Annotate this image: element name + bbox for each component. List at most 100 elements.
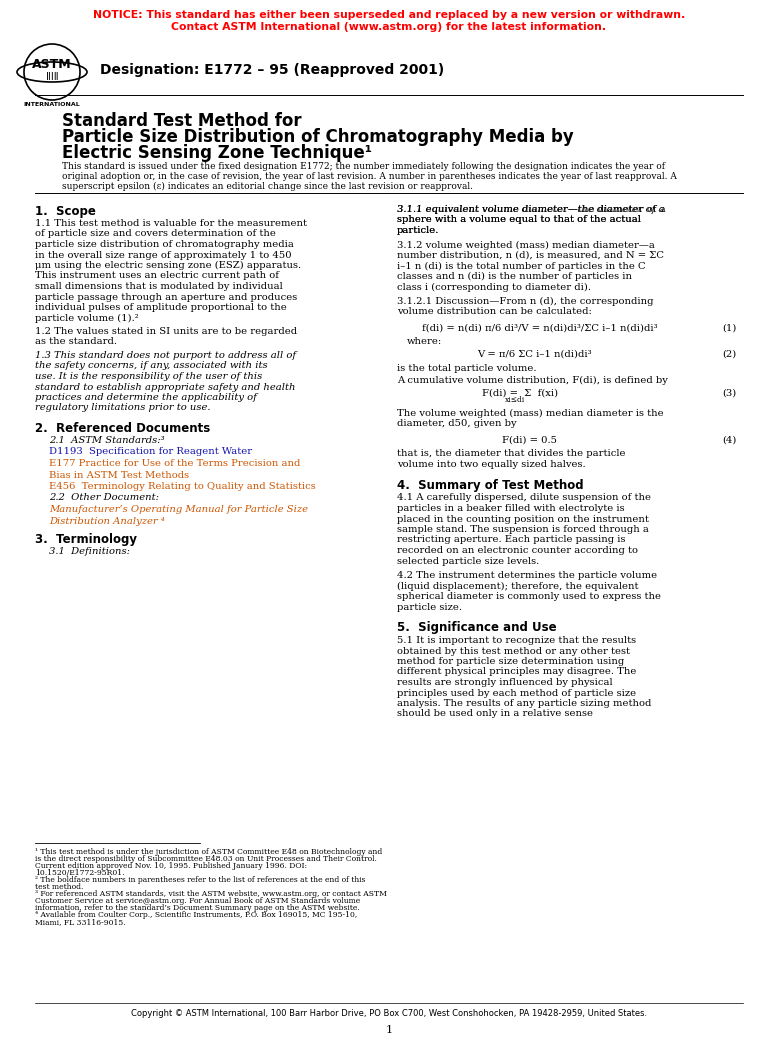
Text: xi≤di: xi≤di bbox=[505, 397, 525, 405]
Text: volume into two equally sized halves.: volume into two equally sized halves. bbox=[397, 460, 586, 469]
Text: should be used only in a relative sense: should be used only in a relative sense bbox=[397, 710, 593, 718]
Text: ³ For referenced ASTM standards, visit the ASTM website, www.astm.org, or contac: ³ For referenced ASTM standards, visit t… bbox=[35, 890, 387, 898]
Text: Electric Sensing Zone Technique¹: Electric Sensing Zone Technique¹ bbox=[62, 144, 372, 162]
Text: Miami, FL 33116-9015.: Miami, FL 33116-9015. bbox=[35, 918, 125, 926]
Text: V = π/6 ΣC i–1 n(di)di³: V = π/6 ΣC i–1 n(di)di³ bbox=[477, 350, 591, 359]
Text: regulatory limitations prior to use.: regulatory limitations prior to use. bbox=[35, 404, 211, 412]
Text: 1: 1 bbox=[385, 1025, 393, 1035]
Text: 3.1.2.1 Discussion—From n (d), the corresponding: 3.1.2.1 Discussion—From n (d), the corre… bbox=[397, 297, 654, 306]
Text: E456  Terminology Relating to Quality and Statistics: E456 Terminology Relating to Quality and… bbox=[49, 482, 316, 491]
Text: Manufacturer’s Operating Manual for Particle Size: Manufacturer’s Operating Manual for Part… bbox=[49, 505, 308, 514]
Text: original adoption or, in the case of revision, the year of last revision. A numb: original adoption or, in the case of rev… bbox=[62, 172, 677, 181]
Text: where:: where: bbox=[407, 337, 442, 346]
Text: class i (corresponding to diameter di).: class i (corresponding to diameter di). bbox=[397, 282, 591, 291]
Text: sphere with a volume equal to that of the actual: sphere with a volume equal to that of th… bbox=[397, 215, 641, 225]
Text: test method.: test method. bbox=[35, 883, 83, 891]
Text: Customer Service at service@astm.org. For Annual Book of ASTM Standards volume: Customer Service at service@astm.org. Fo… bbox=[35, 897, 360, 905]
Text: Designation: E1772 – 95 (Reapproved 2001): Designation: E1772 – 95 (Reapproved 2001… bbox=[100, 64, 444, 77]
Text: F(di) = 0.5: F(di) = 0.5 bbox=[502, 435, 557, 445]
Text: as the standard.: as the standard. bbox=[35, 337, 117, 347]
Text: (2): (2) bbox=[722, 350, 736, 359]
Text: standard to establish appropriate safety and health: standard to establish appropriate safety… bbox=[35, 382, 296, 391]
Text: 3.1.2 volume weighted (mass) median diameter—a: 3.1.2 volume weighted (mass) median diam… bbox=[397, 240, 655, 250]
Text: 4.  Summary of Test Method: 4. Summary of Test Method bbox=[397, 479, 584, 491]
Text: is the total particle volume.: is the total particle volume. bbox=[397, 364, 537, 373]
Text: particle size distribution of chromatography media: particle size distribution of chromatogr… bbox=[35, 240, 294, 249]
Text: 2.2  Other Document:: 2.2 Other Document: bbox=[49, 493, 159, 503]
Text: placed in the counting position on the instrument: placed in the counting position on the i… bbox=[397, 514, 649, 524]
Text: 3.1.1 equivalent volume diameter—the diameter of a: 3.1.1 equivalent volume diameter—the dia… bbox=[397, 205, 666, 214]
Text: 1.  Scope: 1. Scope bbox=[35, 205, 96, 218]
Text: F(di) =  Σ  f(xi): F(di) = Σ f(xi) bbox=[482, 388, 558, 398]
Text: ⁴ Available from Coulter Corp., Scientific Instruments, P.O. Box 169015, MC 195-: ⁴ Available from Coulter Corp., Scientif… bbox=[35, 911, 357, 919]
Text: particle volume (1).²: particle volume (1).² bbox=[35, 313, 138, 323]
Text: (liquid displacement); therefore, the equivalent: (liquid displacement); therefore, the eq… bbox=[397, 582, 639, 590]
Text: superscript epsilon (ε) indicates an editorial change since the last revision or: superscript epsilon (ε) indicates an edi… bbox=[62, 182, 473, 192]
Text: 3.1  Definitions:: 3.1 Definitions: bbox=[49, 547, 130, 556]
Text: 1.1 This test method is valuable for the measurement: 1.1 This test method is valuable for the… bbox=[35, 219, 307, 228]
Text: diameter, d50, given by: diameter, d50, given by bbox=[397, 418, 517, 428]
Text: μm using the electric sensing zone (ESZ) apparatus.: μm using the electric sensing zone (ESZ)… bbox=[35, 261, 301, 270]
Text: Distribution Analyzer ⁴: Distribution Analyzer ⁴ bbox=[49, 516, 165, 526]
Text: Standard Test Method for: Standard Test Method for bbox=[62, 112, 302, 130]
Text: f(di) = n(di) π/6 di³/V = n(di)di³/ΣC i–1 n(di)di³: f(di) = n(di) π/6 di³/V = n(di)di³/ΣC i–… bbox=[422, 324, 657, 333]
Text: 3.1.1 equivalent volume diameter—the diameter of a: 3.1.1 equivalent volume diameter—the dia… bbox=[397, 205, 664, 214]
Text: Current edition approved Nov. 10, 1995. Published January 1996. DOI:: Current edition approved Nov. 10, 1995. … bbox=[35, 862, 307, 870]
Text: (1): (1) bbox=[722, 324, 736, 333]
Text: in the overall size range of approximately 1 to 450: in the overall size range of approximate… bbox=[35, 251, 292, 259]
Text: the safety concerns, if any, associated with its: the safety concerns, if any, associated … bbox=[35, 361, 268, 371]
Text: 4.2 The instrument determines the particle volume: 4.2 The instrument determines the partic… bbox=[397, 572, 657, 580]
Text: sphere with a volume equal to that of the actual: sphere with a volume equal to that of th… bbox=[397, 215, 641, 225]
Text: 4.1 A carefully dispersed, dilute suspension of the: 4.1 A carefully dispersed, dilute suspen… bbox=[397, 493, 651, 503]
Text: use. It is the responsibility of the user of this: use. It is the responsibility of the use… bbox=[35, 372, 262, 381]
Text: particle size.: particle size. bbox=[397, 603, 462, 611]
Text: different physical principles may disagree. The: different physical principles may disagr… bbox=[397, 667, 636, 677]
Text: restricting aperture. Each particle passing is: restricting aperture. Each particle pass… bbox=[397, 535, 626, 544]
Text: ² The boldface numbers in parentheses refer to the list of references at the end: ² The boldface numbers in parentheses re… bbox=[35, 875, 366, 884]
Text: of particle size and covers determination of the: of particle size and covers determinatio… bbox=[35, 229, 276, 238]
Text: NOTICE: This standard has either been superseded and replaced by a new version o: NOTICE: This standard has either been su… bbox=[93, 10, 685, 20]
Text: This standard is issued under the fixed designation E1772; the number immediatel: This standard is issued under the fixed … bbox=[62, 162, 665, 171]
Text: practices and determine the applicability of: practices and determine the applicabilit… bbox=[35, 393, 257, 402]
Text: 1.2 The values stated in SI units are to be regarded: 1.2 The values stated in SI units are to… bbox=[35, 327, 297, 336]
Text: individual pulses of amplitude proportional to the: individual pulses of amplitude proportio… bbox=[35, 303, 287, 312]
Text: This instrument uses an electric current path of: This instrument uses an electric current… bbox=[35, 272, 279, 280]
Text: Particle Size Distribution of Chromatography Media by: Particle Size Distribution of Chromatogr… bbox=[62, 128, 573, 146]
Text: information, refer to the standard’s Document Summary page on the ASTM website.: information, refer to the standard’s Doc… bbox=[35, 904, 359, 912]
Text: classes and n (di) is the number of particles in: classes and n (di) is the number of part… bbox=[397, 272, 632, 281]
Text: is the direct responsibility of Subcommittee E48.03 on Unit Processes and Their : is the direct responsibility of Subcommi… bbox=[35, 855, 377, 863]
Text: number distribution, n (d), is measured, and N = ΣC: number distribution, n (d), is measured,… bbox=[397, 251, 664, 260]
Text: obtained by this test method or any other test: obtained by this test method or any othe… bbox=[397, 646, 630, 656]
Text: particle.: particle. bbox=[397, 226, 440, 235]
Text: 10.1520/E1772-95R01.: 10.1520/E1772-95R01. bbox=[35, 869, 124, 877]
Text: analysis. The results of any particle sizing method: analysis. The results of any particle si… bbox=[397, 699, 651, 708]
Text: 2.  Referenced Documents: 2. Referenced Documents bbox=[35, 422, 210, 435]
Text: 1.3 This standard does not purport to address all of: 1.3 This standard does not purport to ad… bbox=[35, 351, 296, 360]
Text: spherical diameter is commonly used to express the: spherical diameter is commonly used to e… bbox=[397, 592, 661, 601]
Text: E177 Practice for Use of the Terms Precision and: E177 Practice for Use of the Terms Preci… bbox=[49, 459, 300, 468]
Text: 2.1  ASTM Standards:³: 2.1 ASTM Standards:³ bbox=[49, 436, 165, 445]
Text: D1193  Specification for Reagent Water: D1193 Specification for Reagent Water bbox=[49, 448, 252, 457]
Text: ASTM: ASTM bbox=[32, 57, 72, 71]
Text: 3.  Terminology: 3. Terminology bbox=[35, 533, 137, 545]
Text: particle passage through an aperture and produces: particle passage through an aperture and… bbox=[35, 293, 297, 302]
Text: (3): (3) bbox=[722, 388, 736, 398]
Text: results are strongly influenced by physical: results are strongly influenced by physi… bbox=[397, 678, 612, 687]
Text: (4): (4) bbox=[722, 435, 736, 445]
Text: volume distribution can be calculated:: volume distribution can be calculated: bbox=[397, 307, 592, 316]
Text: particle.: particle. bbox=[397, 226, 440, 235]
Text: particles in a beaker filled with electrolyte is: particles in a beaker filled with electr… bbox=[397, 504, 625, 513]
Text: small dimensions that is modulated by individual: small dimensions that is modulated by in… bbox=[35, 282, 282, 291]
Text: Bias in ASTM Test Methods: Bias in ASTM Test Methods bbox=[49, 471, 189, 480]
Text: Copyright © ASTM International, 100 Barr Harbor Drive, PO Box C700, West Conshoh: Copyright © ASTM International, 100 Barr… bbox=[131, 1009, 647, 1018]
Text: A cumulative volume distribution, F(di), is defined by: A cumulative volume distribution, F(di),… bbox=[397, 376, 668, 384]
Text: INTERNATIONAL: INTERNATIONAL bbox=[23, 102, 80, 107]
Text: recorded on an electronic counter according to: recorded on an electronic counter accord… bbox=[397, 545, 638, 555]
Text: principles used by each method of particle size: principles used by each method of partic… bbox=[397, 688, 636, 697]
Text: 5.1 It is important to recognize that the results: 5.1 It is important to recognize that th… bbox=[397, 636, 636, 645]
Text: 5.  Significance and Use: 5. Significance and Use bbox=[397, 621, 556, 634]
Text: that is, the diameter that divides the particle: that is, the diameter that divides the p… bbox=[397, 450, 626, 458]
Text: The volume weighted (mass) median diameter is the: The volume weighted (mass) median diamet… bbox=[397, 408, 664, 417]
Text: Contact ASTM International (www.astm.org) for the latest information.: Contact ASTM International (www.astm.org… bbox=[171, 22, 607, 32]
Text: i–1 n (di) is the total number of particles in the C: i–1 n (di) is the total number of partic… bbox=[397, 261, 646, 271]
